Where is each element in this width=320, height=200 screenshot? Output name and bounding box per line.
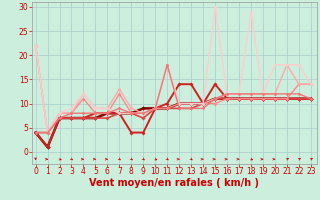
- X-axis label: Vent moyen/en rafales ( km/h ): Vent moyen/en rafales ( km/h ): [89, 178, 260, 188]
